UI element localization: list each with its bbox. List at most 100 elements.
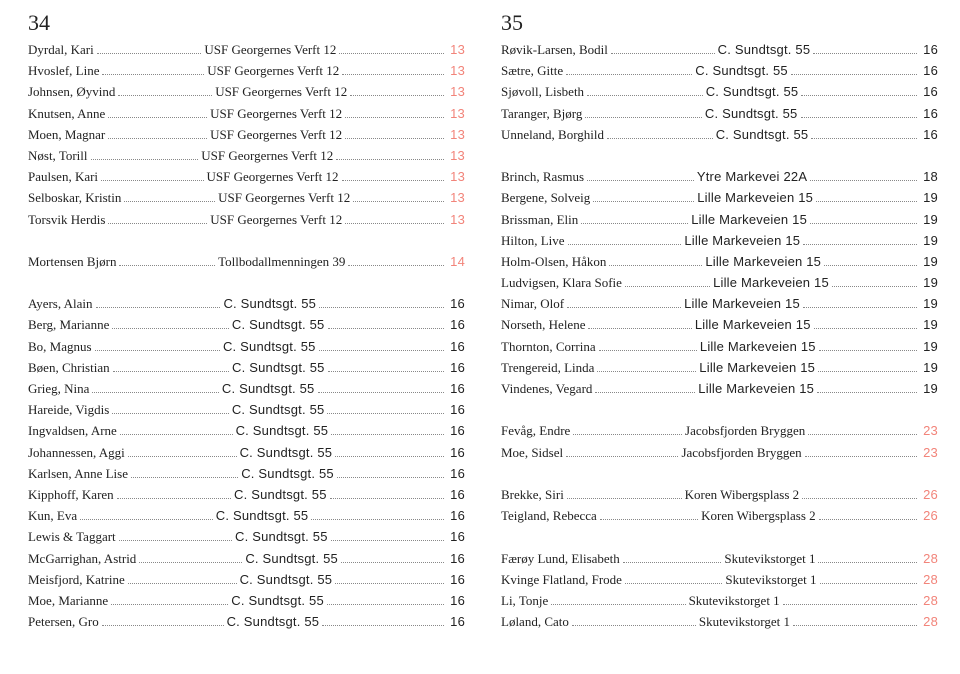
entry-name: Dyrdal, Kari (28, 42, 94, 58)
entry-row: Brinch, RasmusYtre Markevei 22A18 (501, 169, 938, 187)
entry-name: Meisfjord, Katrine (28, 572, 125, 588)
entry-row: Thornton, CorrinaLille Markeveien 1519 (501, 339, 938, 357)
entry-address: C. Sundtsgt. 55 (718, 42, 811, 57)
entry-row: Grieg, NinaC. Sundtsgt. 5516 (28, 381, 465, 399)
leader-dots (551, 604, 685, 605)
entry-name: Løland, Cato (501, 614, 569, 630)
leader-dots (95, 350, 220, 351)
entry-number: 28 (920, 593, 938, 608)
entry-number: 16 (447, 466, 465, 481)
entry-number: 19 (920, 360, 938, 375)
entry-name: Unneland, Borghild (501, 127, 604, 143)
leader-dots (119, 265, 215, 266)
entry-address: Lille Markeveien 15 (705, 254, 821, 269)
entry-address: C. Sundtsgt. 55 (216, 508, 309, 523)
entry-row: Ayers, AlainC. Sundtsgt. 5516 (28, 296, 465, 314)
entry-address: Lille Markeveien 15 (699, 360, 815, 375)
entry-row: Sætre, GitteC. Sundtsgt. 5516 (501, 63, 938, 81)
leader-dots (609, 265, 702, 266)
entry-number: 16 (447, 381, 465, 396)
entry-row: Røvik-Larsen, BodilC. Sundtsgt. 5516 (501, 42, 938, 60)
entry-name: Bøen, Christian (28, 360, 110, 376)
entry-address: C. Sundtsgt. 55 (231, 593, 324, 608)
leader-dots (128, 456, 237, 457)
entry-row: Løland, CatoSkutevikstorget 128 (501, 614, 938, 632)
entry-name: Kun, Eva (28, 508, 77, 524)
entry-row: Knutsen, AnneUSF Georgernes Verft 1213 (28, 106, 465, 124)
leader-dots (623, 562, 722, 563)
entry-number: 13 (447, 148, 465, 163)
entry-name: Mortensen Bjørn (28, 254, 116, 270)
leader-dots (593, 201, 694, 202)
entry-address: Koren Wibergsplass 2 (685, 487, 800, 503)
entry-row: Kun, EvaC. Sundtsgt. 5516 (28, 508, 465, 526)
entry-address: Lille Markeveien 15 (700, 339, 816, 354)
entry-address: Koren Wibergsplass 2 (701, 508, 816, 524)
entry-address: Ytre Markevei 22A (697, 169, 807, 184)
entry-row: Torsvik HerdisUSF Georgernes Verft 1213 (28, 212, 465, 230)
leader-dots (337, 477, 444, 478)
entry-address: Skutevikstorget 1 (699, 614, 790, 630)
entry-number: 13 (447, 127, 465, 142)
entry-address: C. Sundtsgt. 55 (695, 63, 788, 78)
leader-dots (805, 456, 917, 457)
entry-address: C. Sundtsgt. 55 (240, 445, 333, 460)
entry-name: Brissman, Elin (501, 212, 578, 228)
entry-number: 13 (447, 169, 465, 184)
entry-name: Knutsen, Anne (28, 106, 105, 122)
leader-dots (566, 74, 692, 75)
entry-address: USF Georgernes Verft 12 (204, 42, 336, 58)
entry-number: 16 (447, 339, 465, 354)
entry-name: Hareide, Vigdis (28, 402, 109, 418)
leader-dots (808, 434, 917, 435)
leader-dots (101, 180, 203, 181)
entry-row: Nøst, TorillUSF Georgernes Verft 1213 (28, 148, 465, 166)
entry-number: 13 (447, 42, 465, 57)
entry-row: Sjøvoll, LisbethC. Sundtsgt. 5516 (501, 84, 938, 102)
entry-row: Moe, MarianneC. Sundtsgt. 5516 (28, 593, 465, 611)
entry-name: Lewis & Taggart (28, 529, 116, 545)
entry-name: McGarrighan, Astrid (28, 551, 136, 567)
leader-dots (108, 117, 207, 118)
entry-name: Nøst, Torill (28, 148, 88, 164)
group-spacer (501, 466, 938, 484)
entry-address: C. Sundtsgt. 55 (705, 106, 798, 121)
leader-dots (96, 307, 221, 308)
entry-address: C. Sundtsgt. 55 (222, 381, 315, 396)
entry-name: Thornton, Corrina (501, 339, 596, 355)
entry-row: Paulsen, KariUSF Georgernes Verft 1213 (28, 169, 465, 187)
entry-address: Skutevikstorget 1 (689, 593, 780, 609)
leader-dots (625, 583, 722, 584)
leader-dots (139, 562, 242, 563)
leader-dots (118, 95, 212, 96)
entry-number: 16 (447, 572, 465, 587)
leader-dots (801, 95, 917, 96)
leader-dots (119, 540, 232, 541)
entry-row: Johnsen, ØyvindUSF Georgernes Verft 1213 (28, 84, 465, 102)
entry-row: Brekke, SiriKoren Wibergsplass 226 (501, 487, 938, 505)
entry-name: Sætre, Gitte (501, 63, 563, 79)
entry-address: Lille Markeveien 15 (695, 317, 811, 332)
leader-dots (585, 117, 702, 118)
leader-dots (345, 138, 444, 139)
leader-dots (328, 371, 444, 372)
entry-row: Ingvaldsen, ArneC. Sundtsgt. 5516 (28, 423, 465, 441)
entry-row: Bergene, SolveigLille Markeveien 1519 (501, 190, 938, 208)
entry-number: 19 (920, 275, 938, 290)
leader-dots (599, 350, 697, 351)
leader-dots (336, 159, 444, 160)
entry-row: Bo, MagnusC. Sundtsgt. 5516 (28, 339, 465, 357)
entry-number: 16 (447, 487, 465, 502)
entry-address: C. Sundtsgt. 55 (716, 127, 809, 142)
entry-address: USF Georgernes Verft 12 (218, 190, 350, 206)
entry-name: Brinch, Rasmus (501, 169, 584, 185)
leader-dots (568, 244, 682, 245)
entry-number: 13 (447, 106, 465, 121)
leader-dots (341, 562, 444, 563)
entry-number: 16 (447, 593, 465, 608)
leader-dots (817, 392, 917, 393)
entry-number: 16 (447, 296, 465, 311)
entry-address: Lille Markeveien 15 (697, 190, 813, 205)
leader-dots (335, 456, 444, 457)
entry-address: USF Georgernes Verft 12 (210, 127, 342, 143)
